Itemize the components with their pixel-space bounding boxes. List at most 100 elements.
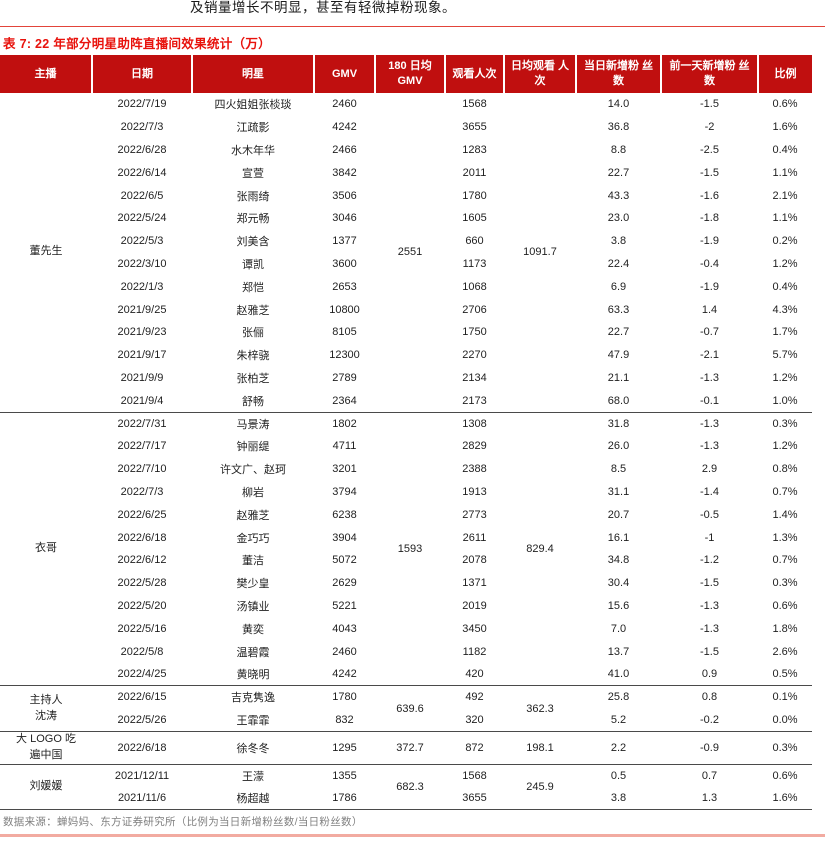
ratio-cell: 1.6% <box>772 792 798 805</box>
avg-gmv-180d-cell: 2551 <box>397 246 423 259</box>
viewers-cell: 1173 <box>462 257 487 270</box>
star-cell: 王霏霏 <box>236 714 270 727</box>
viewers-cell: 1913 <box>462 485 487 498</box>
gmv-cell: 5221 <box>332 599 357 612</box>
table-row: 刘媛媛 2021/12/11 王濛 1355 682.3 1568 245.9 0.5 0.7 0… <box>0 763 812 810</box>
star-cell: 张雨绮 <box>236 190 270 203</box>
avg-daily-viewers-cell: 362.3 <box>504 685 576 732</box>
table-title: 表 7: 22 年部分明星助阵直播间效果统计（万） <box>3 37 271 51</box>
ratio-cell: 1.8% <box>772 622 798 635</box>
table-row: 2022/4/25 黄晓明 4242 420 41.0 0.9 0.5% <box>0 663 812 686</box>
table-row: 2022/6/28 水木年华 2466 1283 8.8 -2.5 0.4% <box>0 139 812 162</box>
ratio-cell: 0.6% <box>772 98 798 111</box>
table-row: 2022/7/17 钟丽缇 4711 2829 26.0 -1.3 1.2% <box>0 435 812 458</box>
viewers-cell: 3450 <box>462 622 487 635</box>
gmv-cell: 3794 <box>332 485 357 498</box>
gmv-cell: 6238 <box>332 508 357 521</box>
ratio-cell: 0.5% <box>772 668 798 681</box>
avg-gmv-180d-cell: 372.7 <box>375 730 445 765</box>
ratio-cell: 1.1% <box>772 166 798 179</box>
new-fans-day-cell: 23.0 <box>607 212 630 225</box>
new-fans-day-cell: 16.1 <box>607 531 630 544</box>
star-cell: 刘美含 <box>236 236 270 249</box>
gmv-cell: 2653 <box>332 280 357 293</box>
gmv-cell: 4242 <box>332 121 357 134</box>
gmv-cell: 1355 <box>314 763 375 787</box>
star-cell: 谭凯 <box>242 258 264 271</box>
gmv-cell: 1377 <box>332 235 357 248</box>
new-fans-prev-day-cell: 1.3 <box>701 792 718 805</box>
table-row: 衣哥 2022/7/31 马景涛 1802 1593 1308 829.4 31.8 -1.3 0… <box>0 411 812 686</box>
gmv-cell: 3904 <box>332 531 357 544</box>
date-cell: 2021/9/23 <box>117 326 167 339</box>
gmv-cell: 832 <box>335 713 354 726</box>
date-cell: 2022/7/31 <box>92 411 192 435</box>
new-fans-prev-day-cell: -1.2 <box>700 554 719 567</box>
date-cell: 2021/12/11 <box>92 763 192 787</box>
viewers-cell: 1068 <box>462 280 487 293</box>
new-fans-prev-day-cell: -1.3 <box>700 599 719 612</box>
new-fans-day-cell: 8.8 <box>610 143 627 156</box>
table-row: 2021/9/25 赵雅芝 10800 2706 63.3 1.4 4.3% <box>0 298 812 321</box>
new-fans-day-cell: 13.7 <box>607 645 630 658</box>
column-header-star: 明星 <box>192 55 315 93</box>
table-row: 2022/6/18 金巧巧 3904 2611 16.1 -1 1.3% <box>0 526 812 549</box>
ratio-cell: 0.8% <box>772 463 798 476</box>
viewers-cell: 2611 <box>462 531 487 544</box>
date-cell: 2022/5/20 <box>117 599 167 612</box>
gmv-cell: 12300 <box>329 349 360 362</box>
new-fans-prev-day-cell: 0.8 <box>661 685 758 709</box>
ratio-cell: 0.3% <box>772 577 798 590</box>
new-fans-prev-day-cell: -1.5 <box>700 577 719 590</box>
ratio-cell: 0.6% <box>772 599 798 612</box>
new-fans-prev-day-cell: -1.3 <box>700 440 719 453</box>
star-cell: 黄晓明 <box>236 669 270 682</box>
new-fans-day-cell: 31.1 <box>607 485 630 498</box>
star-cell: 宣萱 <box>242 167 264 180</box>
star-cell: 温碧霞 <box>236 646 270 659</box>
gmv-cell: 1780 <box>314 685 375 709</box>
column-header-viewers: 观看人次 <box>445 55 505 93</box>
star-cell: 徐冬冬 <box>192 730 314 765</box>
table-row: 主持人 沈涛 2022/6/15 吉克隽逸 1780 639.6 492 362.3 25.8… <box>0 685 812 732</box>
viewers-cell: 2134 <box>462 371 487 384</box>
avg-daily-viewers-cell: 245.9 <box>504 763 576 810</box>
ratio-cell: 0.4% <box>772 143 798 156</box>
viewers-cell: 1283 <box>462 143 487 156</box>
ratio-cell: 1.3% <box>772 531 798 544</box>
table-row: 2021/9/4 舒畅 2364 2173 68.0 -0.1 1.0% <box>0 389 812 412</box>
star-cell: 江疏影 <box>236 122 270 135</box>
table-row: 2022/5/8 温碧霞 2460 1182 13.7 -1.5 2.6% <box>0 640 812 663</box>
new-fans-day-cell: 3.8 <box>610 235 627 248</box>
date-cell: 2022/5/24 <box>117 212 167 225</box>
table-row: 董先生 2022/7/19 四火姐姐张棪琰 2460 2551 1568 1091.7 14.… <box>0 93 812 258</box>
date-cell: 2022/5/16 <box>117 622 167 635</box>
ratio-cell: 2.6% <box>772 645 798 658</box>
date-cell: 2022/1/3 <box>120 280 164 293</box>
table-row: 2021/9/17 朱梓骁 12300 2270 47.9 -2.1 5.7% <box>0 344 812 367</box>
star-cell: 王濛 <box>192 763 314 787</box>
new-fans-prev-day-cell: -0.5 <box>700 508 719 521</box>
star-cell: 杨超越 <box>236 793 270 806</box>
star-cell: 许文广、赵珂 <box>220 464 286 477</box>
new-fans-day-cell: 43.3 <box>607 189 630 202</box>
new-fans-prev-day-cell: -0.1 <box>700 394 719 407</box>
avg-daily-viewers-cell: 198.1 <box>504 730 576 765</box>
date-cell: 2021/9/17 <box>117 349 167 362</box>
table-header: 主播 日期 明星 GMV 180 日均 GMV 观看人次 日均观看 人次 当日新… <box>0 55 812 93</box>
new-fans-day-cell: 41.0 <box>607 668 630 681</box>
column-header-gmv: GMV <box>314 55 376 93</box>
new-fans-prev-day-cell: -1.3 <box>700 622 719 635</box>
gmv-cell: 1295 <box>314 730 375 765</box>
viewers-cell: 3655 <box>462 792 487 805</box>
viewers-cell: 2706 <box>462 303 487 316</box>
new-fans-day-cell: 3.8 <box>610 792 627 805</box>
star-cell: 黄奕 <box>242 623 264 636</box>
new-fans-day-cell: 47.9 <box>607 349 630 362</box>
gmv-cell: 3506 <box>332 189 357 202</box>
date-cell: 2022/7/17 <box>117 440 167 453</box>
column-header-new-fans-day: 当日新增粉 丝数 <box>576 55 662 93</box>
new-fans-day-cell: 5.2 <box>610 713 627 726</box>
table-row: 2022/6/5 张雨绮 3506 1780 43.3 -1.6 2.1% <box>0 184 812 207</box>
ratio-cell: 0.4% <box>772 280 798 293</box>
